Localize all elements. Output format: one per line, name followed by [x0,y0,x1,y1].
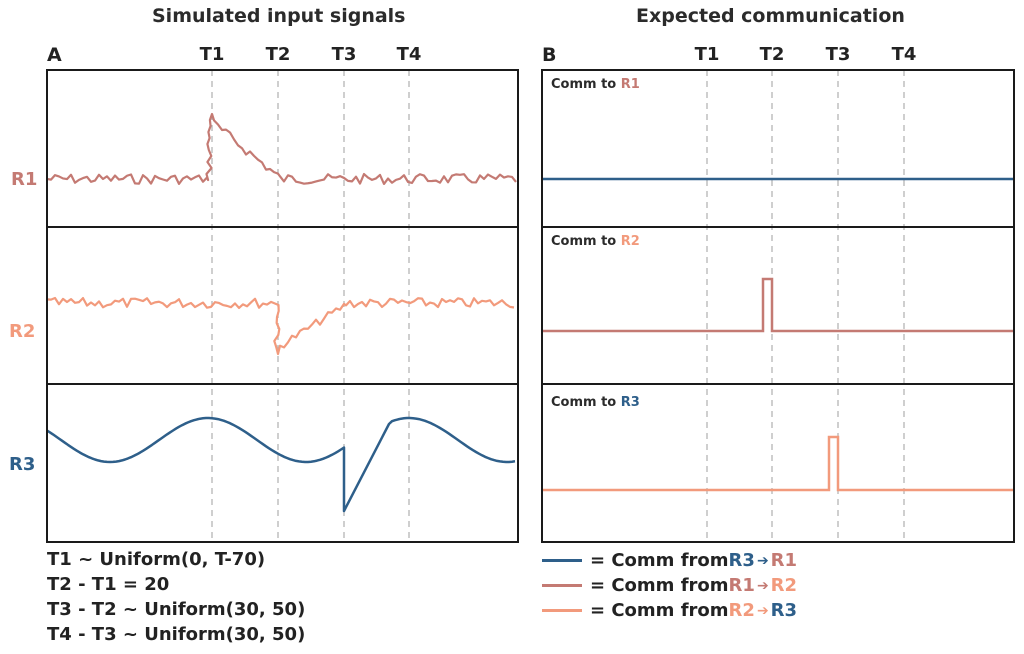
legend-line [542,559,582,562]
legend-from: R2 [728,600,755,621]
legend-row-r2-r3: = Comm from R2 ➔ R3 [542,600,797,621]
signal-r3 [46,416,516,513]
row-label-r3: R3 [9,454,36,475]
signal-r1 [46,112,517,186]
legend-eq: = Comm from [590,550,729,571]
frame-a [46,69,519,543]
frame-b [541,69,1015,543]
comm-label-target: R2 [620,234,640,249]
formula-t1: T1 ~ Uniform(0, T-70) [47,549,266,570]
tick-label-a-t4: T4 [396,44,422,65]
row-label-r1: R1 [11,169,38,190]
arrow-icon: ➔ [756,602,769,619]
row-label-r2: R2 [9,321,36,342]
tick-label-b-t2: T2 [759,44,785,65]
legend-from: R1 [728,575,755,596]
signal-r2 [46,296,515,356]
arrow-icon: ➔ [756,552,769,569]
legend-line [542,609,582,612]
formula-t4: T4 - T3 ~ Uniform(30, 50) [47,624,306,645]
tick-label-b-t4: T4 [891,44,917,65]
comm-label-r1: Comm to R1 [551,77,640,92]
legend-row-r1-r2: = Comm from R1 ➔ R2 [542,575,797,596]
formula-t2: T2 - T1 = 20 [47,574,170,595]
tick-label-b-t3: T3 [825,44,851,65]
comm-label-r3: Comm to R3 [551,395,640,410]
comm-line-r1-to-r2 [542,277,1014,333]
comm-line-r2-to-r3 [542,435,1014,492]
legend-to: R3 [770,600,798,621]
legend-to: R2 [770,575,798,596]
left-panel-title: Simulated input signals [152,5,406,27]
comm-label-target: R1 [620,77,640,92]
legend-eq: = Comm from [590,600,729,621]
comm-label-prefix: Comm to [551,77,621,92]
legend-line [542,584,582,587]
comm-label-r2: Comm to R2 [551,234,640,249]
legend-row-r3-r1: = Comm from R3 ➔ R1 [542,550,797,571]
arrow-icon: ➔ [756,577,769,594]
panel-letter-b: B [542,44,557,66]
legend-from: R3 [728,550,755,571]
legend-to: R1 [770,550,798,571]
legend-eq: = Comm from [590,575,729,596]
comm-label-prefix: Comm to [551,234,621,249]
tick-label-a-t3: T3 [331,44,357,65]
formula-t3: T3 - T2 ~ Uniform(30, 50) [47,599,306,620]
time-markers-b [706,70,905,542]
panel-letter-a: A [47,44,62,66]
comm-label-prefix: Comm to [551,395,621,410]
comm-label-target: R3 [620,395,640,410]
tick-label-a-t1: T1 [199,44,225,65]
tick-label-a-t2: T2 [265,44,291,65]
tick-label-b-t1: T1 [694,44,720,65]
right-panel-title: Expected communication [636,5,905,27]
